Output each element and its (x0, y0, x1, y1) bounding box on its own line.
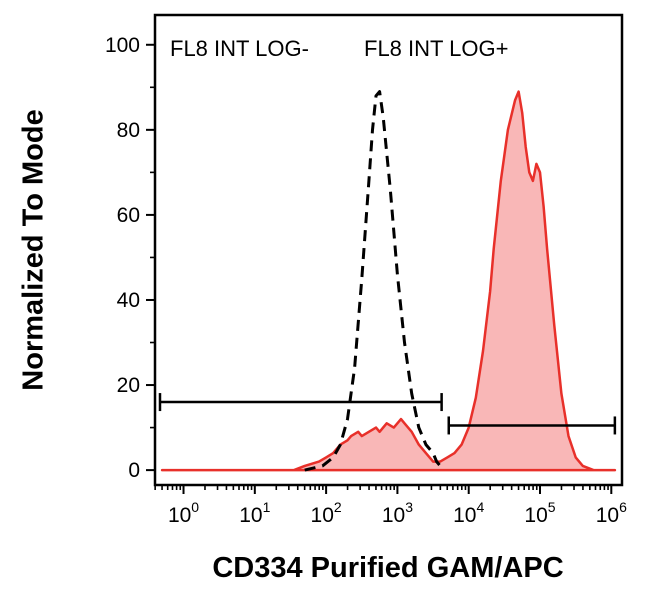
gate-label-positive: FL8 INT LOG+ (364, 36, 509, 61)
x-tick-label: 105 (524, 499, 555, 527)
gate-markers (158, 393, 617, 435)
x-tick-label: 103 (382, 499, 413, 527)
x-tick-label: 104 (453, 499, 484, 527)
y-tick-label: 0 (128, 459, 140, 482)
y-axis-title: Normalized To Mode (17, 109, 50, 391)
x-tick-label: 106 (596, 499, 627, 527)
x-tick-label: 101 (239, 499, 270, 527)
y-tick-label: 100 (105, 34, 140, 57)
axes: 0 20 40 60 80 100 100 101 102 103 104 105 106 (105, 13, 627, 527)
gate-negative (158, 393, 443, 412)
control-curve-dashed (304, 90, 445, 472)
gate-positive (447, 416, 617, 435)
y-tick-label: 80 (117, 119, 140, 142)
curves (160, 90, 617, 472)
y-tick-label: 60 (117, 204, 140, 227)
y-tick-label: 40 (117, 289, 140, 312)
y-tick-label: 20 (117, 374, 140, 397)
x-tick-label: 102 (311, 499, 342, 527)
x-axis-title: CD334 Purified GAM/APC (212, 552, 564, 584)
plot-frame (153, 13, 624, 487)
stained-curve (160, 90, 617, 472)
gate-label-negative: FL8 INT LOG- (170, 36, 309, 61)
x-tick-label: 100 (168, 499, 199, 527)
